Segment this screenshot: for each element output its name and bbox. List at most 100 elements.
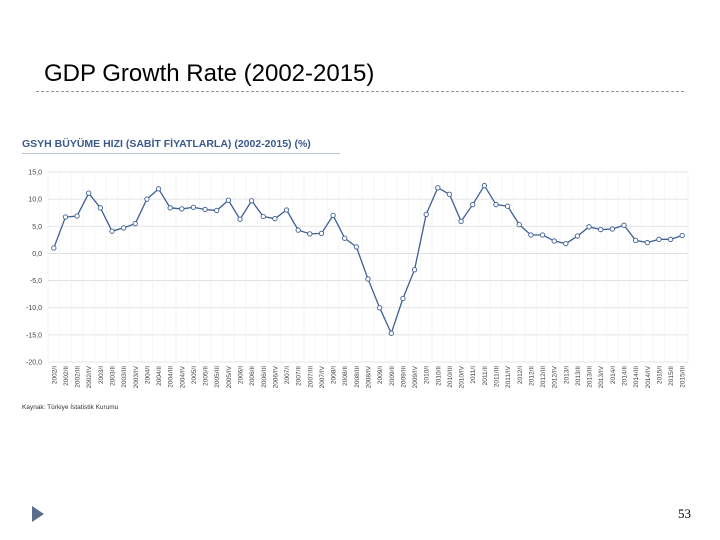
data-point xyxy=(493,201,499,208)
data-point xyxy=(295,227,301,233)
data-point xyxy=(551,238,557,244)
x-tick-label: 2007/I xyxy=(284,366,291,384)
x-axis-ticks: 2002/I 2002/II 2002/III 2002/IV 2003/I 2003/I… xyxy=(51,365,686,388)
series-line xyxy=(53,184,683,335)
data-point xyxy=(167,205,173,211)
data-point xyxy=(353,244,360,250)
x-tick-label: 2003/II xyxy=(110,366,117,386)
x-tick-label: 2006/IV xyxy=(272,365,279,388)
x-tick-label: 2006/I xyxy=(238,366,245,384)
x-tick-label: 2015/I xyxy=(656,366,663,384)
data-point xyxy=(632,237,639,244)
data-point xyxy=(330,212,336,219)
data-point xyxy=(97,205,104,211)
data-point xyxy=(132,220,138,227)
data-point xyxy=(400,295,406,302)
data-point xyxy=(109,228,115,234)
data-point xyxy=(504,203,511,209)
x-tick-label: 2015/II xyxy=(668,366,675,386)
x-tick-label: 2015/III xyxy=(680,366,687,388)
data-point xyxy=(342,235,348,241)
data-point xyxy=(656,236,662,242)
data-point xyxy=(621,222,627,228)
y-tick-label: 0,0 xyxy=(32,251,42,258)
data-point xyxy=(667,236,674,242)
x-tick-label: 2005/III xyxy=(214,366,221,388)
data-point xyxy=(202,206,208,213)
gdp-growth-line-chart: 15,0 10,0 5,0 0,0 -5,0 -10,0 -15,0 -20,0 2002/I… xyxy=(26,170,689,388)
x-tick-label: 2007/III xyxy=(307,366,314,388)
data-point xyxy=(458,218,464,225)
y-tick-label: 5,0 xyxy=(32,224,42,231)
x-tick-label: 2012/II xyxy=(528,366,535,386)
x-tick-label: 2004/I xyxy=(144,366,151,384)
x-tick-label: 2008/II xyxy=(342,366,349,386)
x-tick-label: 2010/IV xyxy=(459,365,466,388)
x-tick-label: 2009/I xyxy=(377,366,384,384)
y-tick-label: -15,0 xyxy=(26,332,42,339)
data-point xyxy=(155,186,162,192)
data-point xyxy=(272,216,278,222)
chart-grid xyxy=(47,171,689,363)
data-point xyxy=(190,204,197,210)
x-tick-label: 2011/IV xyxy=(505,365,512,388)
x-tick-label: 2003/III xyxy=(121,366,128,388)
x-tick-label: 2008/III xyxy=(354,366,361,388)
x-tick-label: 2013/II xyxy=(575,366,582,386)
x-tick-label: 2003/IV xyxy=(133,365,140,388)
x-tick-label: 2010/II xyxy=(435,366,442,386)
data-point xyxy=(74,213,80,219)
data-point xyxy=(248,198,255,204)
data-point xyxy=(376,305,383,311)
x-tick-label: 2008/I xyxy=(331,366,338,384)
data-point xyxy=(388,330,394,336)
y-tick-label: -10,0 xyxy=(26,305,42,312)
x-tick-label: 2011/III xyxy=(494,366,501,387)
x-tick-label: 2014/III xyxy=(633,366,640,388)
x-tick-label: 2003/I xyxy=(98,366,105,384)
data-point xyxy=(644,239,650,246)
x-tick-label: 2009/II xyxy=(389,366,396,386)
data-point xyxy=(365,276,371,282)
x-tick-label: 2014/IV xyxy=(645,365,652,388)
x-tick-label: 2011/I xyxy=(470,366,477,384)
data-point xyxy=(679,232,685,239)
data-point xyxy=(574,233,581,239)
x-tick-label: 2014/I xyxy=(610,366,617,384)
x-tick-label: 2006/II xyxy=(249,366,256,386)
x-tick-label: 2012/I xyxy=(517,366,524,384)
chart-title: GSYH BÜYÜME HIZI (SABİT FİYATLARLA) (200… xyxy=(22,138,311,150)
x-tick-label: 2010/I xyxy=(424,366,431,384)
data-point xyxy=(446,191,453,197)
x-tick-label: 2005/II xyxy=(203,366,210,386)
x-tick-label: 2013/IV xyxy=(598,365,605,388)
y-tick-label: 15,0 xyxy=(28,170,42,177)
data-point xyxy=(283,207,290,213)
slide-bullet-icon xyxy=(32,506,44,522)
data-point xyxy=(528,232,534,238)
source-note: Kaynak: Türkiye İstatistik Kurumu xyxy=(22,404,119,411)
x-tick-label: 2004/IV xyxy=(179,365,186,388)
data-point xyxy=(481,182,488,189)
x-tick-label: 2002/III xyxy=(75,366,82,388)
x-tick-label: 2012/III xyxy=(540,366,547,388)
chart-title-underline xyxy=(22,153,340,154)
y-tick-label: 10,0 xyxy=(28,197,42,204)
data-point xyxy=(62,214,69,220)
x-tick-label: 2014/II xyxy=(622,366,629,386)
data-point xyxy=(179,206,185,212)
x-tick-label: 2011/II xyxy=(482,366,489,386)
data-point xyxy=(539,232,546,238)
data-point xyxy=(563,241,569,247)
data-point xyxy=(423,211,429,217)
data-point xyxy=(516,222,522,228)
data-point xyxy=(586,224,592,230)
x-tick-label: 2004/III xyxy=(168,366,175,388)
x-tick-label: 2002/I xyxy=(51,366,58,384)
data-point xyxy=(470,201,476,208)
x-tick-label: 2007/II xyxy=(296,366,303,386)
data-point xyxy=(411,267,418,273)
x-tick-label: 2002/II xyxy=(63,366,70,386)
data-point xyxy=(260,213,266,220)
data-point xyxy=(609,226,616,232)
